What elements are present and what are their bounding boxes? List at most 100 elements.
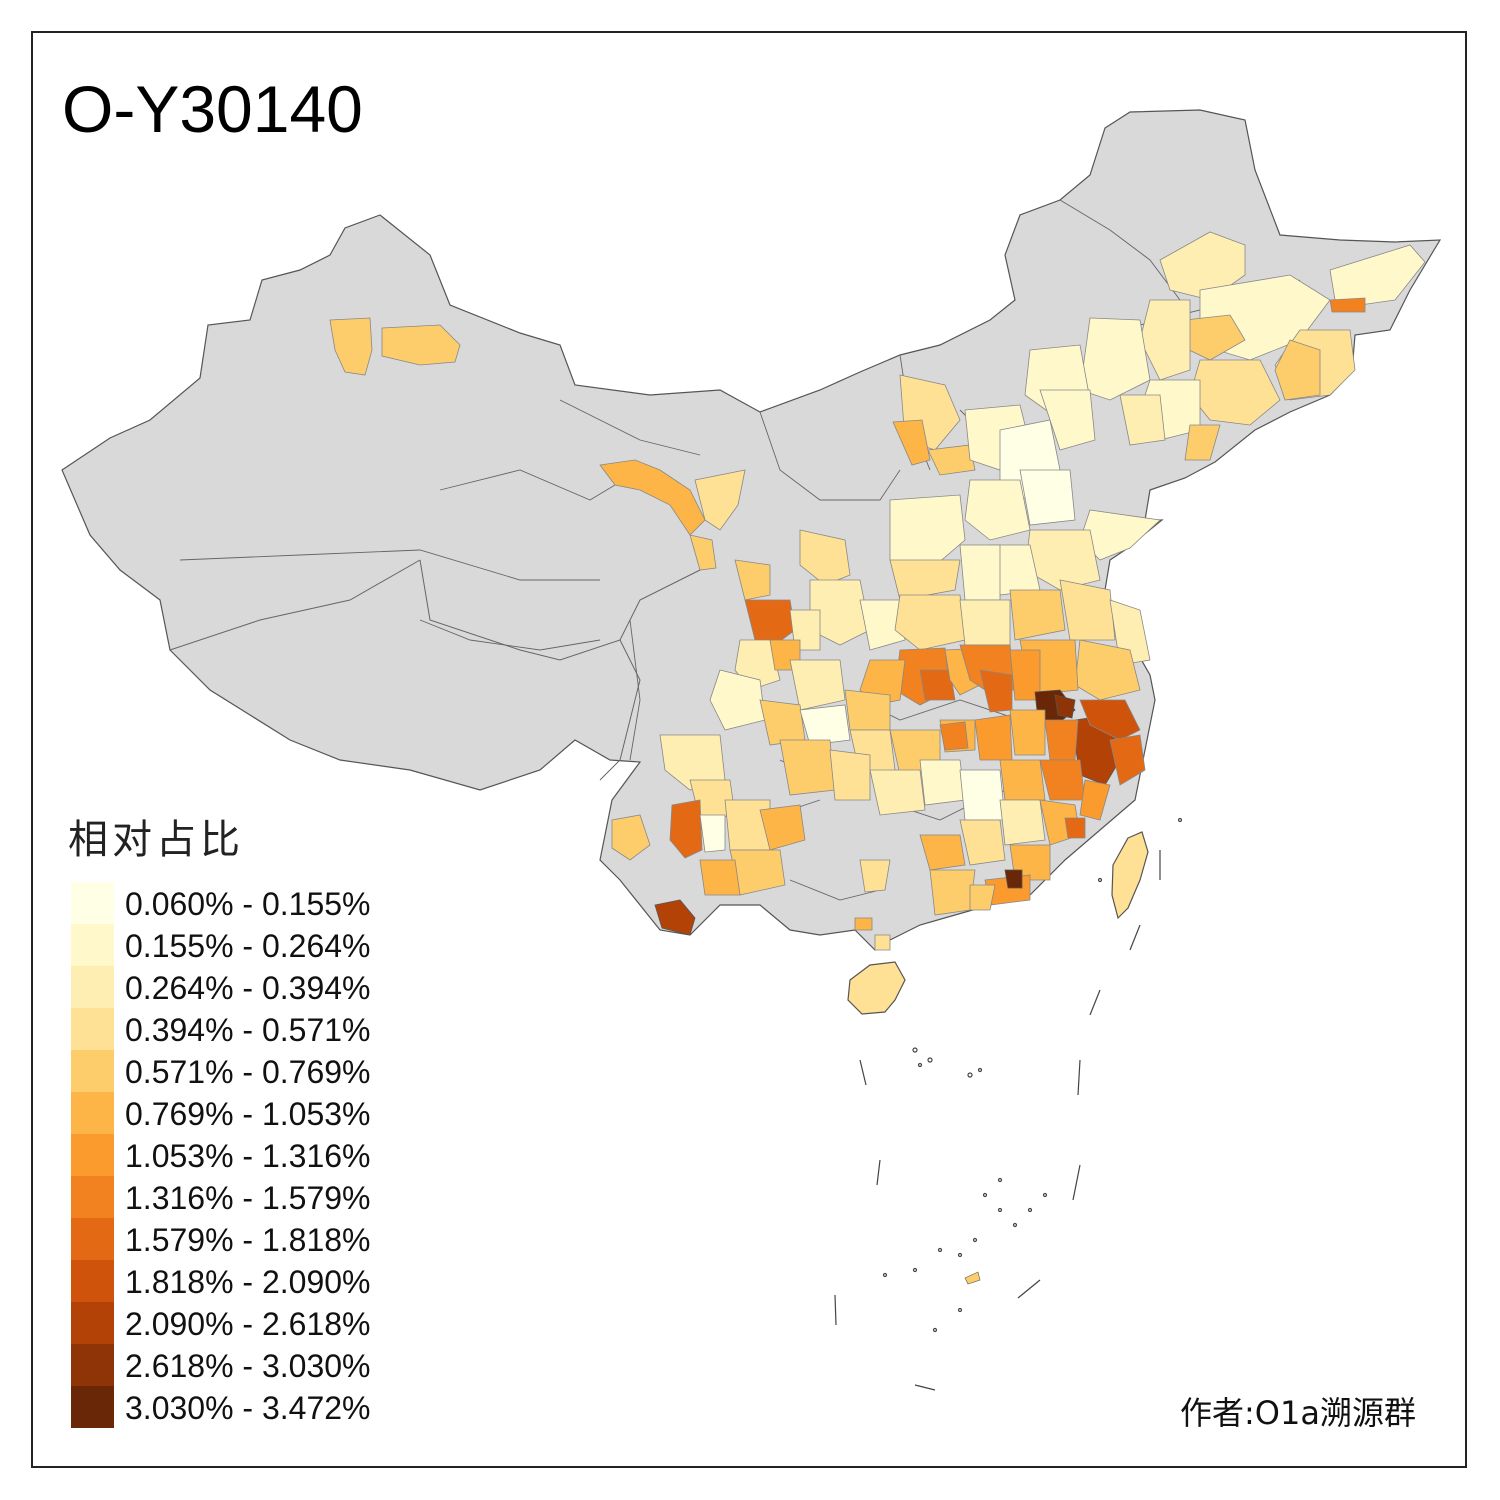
- legend-item: 3.030% - 3.472%: [71, 1386, 411, 1428]
- hainan-island: [847, 961, 906, 1015]
- map-frame: [31, 31, 1467, 1468]
- legend-label: 1.316% - 1.579%: [125, 1180, 371, 1216]
- region: [694, 469, 746, 531]
- region: [1009, 709, 1046, 756]
- legend-item: 1.053% - 1.316%: [71, 1134, 411, 1176]
- legend-item: 1.818% - 2.090%: [71, 1260, 411, 1302]
- region: [999, 799, 1046, 846]
- legend-label: 0.394% - 0.571%: [125, 1012, 371, 1048]
- legend-swatch: [71, 1134, 114, 1176]
- region: [789, 659, 846, 711]
- region: [699, 814, 726, 853]
- map-title: O-Y30140: [62, 72, 363, 146]
- legend-title: 相对占比: [68, 817, 244, 863]
- legend-label: 0.264% - 0.394%: [125, 970, 371, 1006]
- legend-label: 0.060% - 0.155%: [125, 886, 371, 922]
- region: [1039, 389, 1096, 451]
- region: [709, 669, 766, 731]
- legend-item: 0.155% - 0.264%: [71, 924, 411, 966]
- region: [929, 869, 976, 916]
- author-credit: 作者:O1a溯源群: [1180, 1394, 1416, 1432]
- legend-label: 1.053% - 1.316%: [125, 1138, 371, 1174]
- legend-label: 3.030% - 3.472%: [125, 1390, 371, 1426]
- legend-item: 1.579% - 1.818%: [71, 1218, 411, 1260]
- legend-label: 0.571% - 0.769%: [125, 1054, 371, 1090]
- region: [1079, 779, 1111, 821]
- legend-label: 0.769% - 1.053%: [125, 1096, 371, 1132]
- region: [1159, 231, 1246, 301]
- region: [919, 759, 966, 806]
- region: [844, 689, 891, 731]
- region: [724, 799, 771, 851]
- legend-swatch: [71, 1302, 114, 1344]
- region: [689, 534, 717, 571]
- south-china-sea-islands: [834, 817, 1183, 1391]
- taiwan-island: [1111, 831, 1149, 920]
- region: [759, 804, 806, 851]
- region: [1054, 694, 1076, 719]
- region: [1059, 579, 1116, 641]
- region: [919, 669, 956, 701]
- region: [959, 599, 1011, 646]
- legend-item: 0.769% - 1.053%: [71, 1092, 411, 1134]
- region: [854, 917, 873, 931]
- region: [889, 494, 966, 571]
- legend-swatch: [71, 1260, 114, 1302]
- legend-item: 0.571% - 0.769%: [71, 1050, 411, 1092]
- legend-label: 2.618% - 3.030%: [125, 1348, 371, 1384]
- region: [734, 559, 771, 601]
- region: [859, 859, 891, 893]
- region: [959, 819, 1006, 866]
- legend-item: 0.394% - 0.571%: [71, 1008, 411, 1050]
- region: [974, 714, 1013, 761]
- legend-item: 1.316% - 1.579%: [71, 1176, 411, 1218]
- legend-swatch: [71, 924, 114, 966]
- region: [1274, 339, 1321, 401]
- legend-swatch: [71, 1218, 114, 1260]
- legend-item: 2.090% - 2.618%: [71, 1302, 411, 1344]
- legend-swatch: [71, 1176, 114, 1218]
- region: [869, 769, 926, 816]
- region: [599, 459, 706, 536]
- region: [1329, 297, 1366, 313]
- region: [959, 769, 1006, 821]
- region: [381, 324, 461, 366]
- region: [859, 599, 906, 651]
- region: [1044, 719, 1079, 761]
- region: [1004, 869, 1023, 889]
- region: [927, 444, 976, 476]
- region: [939, 721, 969, 751]
- region: [1119, 394, 1166, 446]
- region: [1184, 424, 1221, 461]
- region: [959, 544, 1001, 601]
- region: [999, 759, 1046, 801]
- region: [1109, 734, 1146, 786]
- region: [1064, 817, 1086, 839]
- region: [964, 479, 1031, 541]
- legend-label: 0.155% - 0.264%: [125, 928, 371, 964]
- region: [874, 934, 891, 951]
- region: [829, 749, 871, 801]
- region: [1009, 589, 1066, 641]
- region: [699, 859, 741, 896]
- region: [894, 594, 966, 651]
- island: [964, 1271, 981, 1285]
- region: [969, 884, 996, 911]
- legend-swatch: [71, 1386, 114, 1428]
- legend-swatch: [71, 966, 114, 1008]
- region: [744, 599, 796, 646]
- legend-label: 2.090% - 2.618%: [125, 1306, 371, 1342]
- region: [1019, 469, 1076, 526]
- region: [919, 834, 966, 871]
- legend-label: 1.579% - 1.818%: [125, 1222, 371, 1258]
- region: [799, 704, 851, 746]
- legend-swatch: [71, 1092, 114, 1134]
- region: [892, 419, 931, 466]
- province-lines: [169, 559, 701, 781]
- region: [611, 814, 651, 861]
- region: [779, 739, 836, 796]
- legend-item: 2.618% - 3.030%: [71, 1344, 411, 1386]
- region: [1079, 699, 1141, 741]
- region: [889, 559, 961, 601]
